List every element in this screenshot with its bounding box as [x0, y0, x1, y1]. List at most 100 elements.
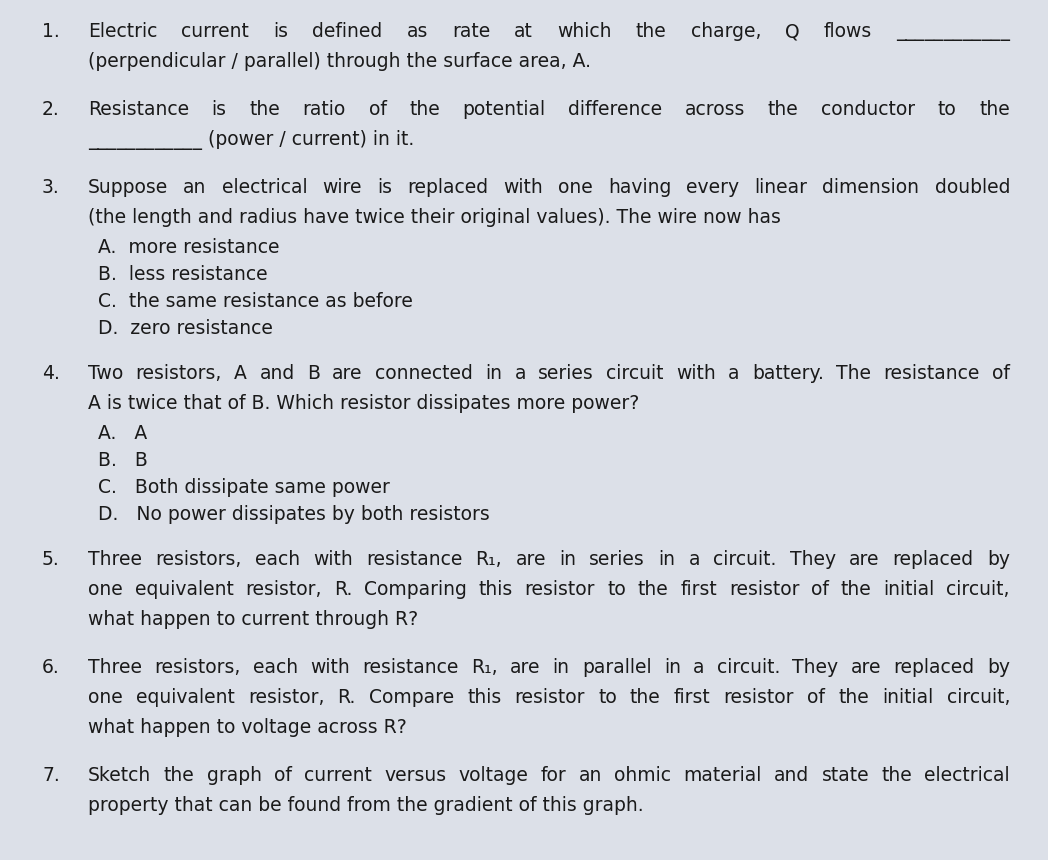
Text: of: of — [811, 580, 829, 599]
Text: D.   No power dissipates by both resistors: D. No power dissipates by both resistors — [99, 505, 489, 524]
Text: resistors,: resistors, — [135, 364, 222, 383]
Text: by: by — [987, 658, 1010, 677]
Text: Two: Two — [88, 364, 124, 383]
Text: 2.: 2. — [42, 100, 60, 119]
Text: material: material — [683, 766, 762, 785]
Text: of: of — [807, 688, 825, 707]
Text: are: are — [509, 658, 541, 677]
Text: R₁,: R₁, — [471, 658, 498, 677]
Text: R₁,: R₁, — [476, 550, 502, 569]
Text: resistance: resistance — [883, 364, 980, 383]
Text: what happen to current through R?: what happen to current through R? — [88, 610, 418, 629]
Text: charge,: charge, — [691, 22, 761, 41]
Text: B: B — [307, 364, 320, 383]
Text: replaced: replaced — [407, 178, 488, 197]
Text: series: series — [589, 550, 645, 569]
Text: C.  the same resistance as before: C. the same resistance as before — [99, 292, 413, 311]
Text: equivalent: equivalent — [136, 688, 235, 707]
Text: each: each — [255, 550, 300, 569]
Text: resistance: resistance — [363, 658, 459, 677]
Text: to: to — [938, 100, 957, 119]
Text: resistor,: resistor, — [245, 580, 322, 599]
Text: A: A — [234, 364, 247, 383]
Text: resistor: resistor — [724, 688, 794, 707]
Text: resistor: resistor — [515, 688, 585, 707]
Text: 5.: 5. — [42, 550, 60, 569]
Text: having: having — [608, 178, 671, 197]
Text: by: by — [987, 550, 1010, 569]
Text: the: the — [840, 580, 872, 599]
Text: first: first — [680, 580, 717, 599]
Text: in: in — [658, 550, 675, 569]
Text: defined: defined — [312, 22, 383, 41]
Text: Comparing: Comparing — [364, 580, 466, 599]
Text: initial: initial — [882, 688, 934, 707]
Text: in: in — [552, 658, 570, 677]
Text: a: a — [515, 364, 526, 383]
Text: Electric: Electric — [88, 22, 157, 41]
Text: of: of — [369, 100, 387, 119]
Text: as: as — [407, 22, 428, 41]
Text: with: with — [310, 658, 350, 677]
Text: R.: R. — [333, 580, 352, 599]
Text: current: current — [181, 22, 249, 41]
Text: graph: graph — [206, 766, 262, 785]
Text: versus: versus — [384, 766, 446, 785]
Text: R.: R. — [337, 688, 356, 707]
Text: initial: initial — [883, 580, 935, 599]
Text: state: state — [822, 766, 869, 785]
Text: current: current — [304, 766, 372, 785]
Text: replaced: replaced — [893, 550, 974, 569]
Text: C.   Both dissipate same power: C. Both dissipate same power — [99, 478, 390, 497]
Text: resistors,: resistors, — [154, 658, 241, 677]
Text: They: They — [792, 658, 838, 677]
Text: connected: connected — [375, 364, 473, 383]
Text: what happen to voltage across R?: what happen to voltage across R? — [88, 718, 407, 737]
Text: The: The — [836, 364, 871, 383]
Text: battery.: battery. — [752, 364, 824, 383]
Text: which: which — [558, 22, 612, 41]
Text: resistors,: resistors, — [155, 550, 242, 569]
Text: a: a — [693, 658, 704, 677]
Text: resistance: resistance — [366, 550, 462, 569]
Text: an: an — [183, 178, 206, 197]
Text: 6.: 6. — [42, 658, 60, 677]
Text: parallel: parallel — [582, 658, 652, 677]
Text: resistor: resistor — [728, 580, 800, 599]
Text: series: series — [539, 364, 594, 383]
Text: is: is — [212, 100, 226, 119]
Text: rate: rate — [452, 22, 490, 41]
Text: first: first — [674, 688, 711, 707]
Text: dimension: dimension — [823, 178, 919, 197]
Text: A is twice that of B. Which resistor dissipates more power?: A is twice that of B. Which resistor dis… — [88, 394, 639, 413]
Text: Sketch: Sketch — [88, 766, 151, 785]
Text: potential: potential — [462, 100, 546, 119]
Text: doubled: doubled — [935, 178, 1010, 197]
Text: is: is — [274, 22, 288, 41]
Text: A.   A: A. A — [99, 424, 148, 443]
Text: B.   B: B. B — [99, 451, 148, 470]
Text: circuit.: circuit. — [717, 658, 780, 677]
Text: 3.: 3. — [42, 178, 60, 197]
Text: conductor: conductor — [822, 100, 915, 119]
Text: wire: wire — [323, 178, 362, 197]
Text: equivalent: equivalent — [134, 580, 234, 599]
Text: (the length and radius have twice their original values). The wire now has: (the length and radius have twice their … — [88, 208, 781, 227]
Text: at: at — [515, 22, 533, 41]
Text: linear: linear — [755, 178, 807, 197]
Text: the: the — [636, 22, 667, 41]
Text: circuit.: circuit. — [713, 550, 777, 569]
Text: are: are — [851, 658, 881, 677]
Text: Compare: Compare — [369, 688, 454, 707]
Text: circuit,: circuit, — [946, 580, 1010, 599]
Text: Suppose: Suppose — [88, 178, 169, 197]
Text: for: for — [541, 766, 566, 785]
Text: ohmic: ohmic — [614, 766, 671, 785]
Text: the: the — [630, 688, 660, 707]
Text: with: with — [676, 364, 716, 383]
Text: across: across — [684, 100, 745, 119]
Text: resistor,: resistor, — [247, 688, 324, 707]
Text: 4.: 4. — [42, 364, 60, 383]
Text: with: with — [503, 178, 543, 197]
Text: circuit: circuit — [607, 364, 663, 383]
